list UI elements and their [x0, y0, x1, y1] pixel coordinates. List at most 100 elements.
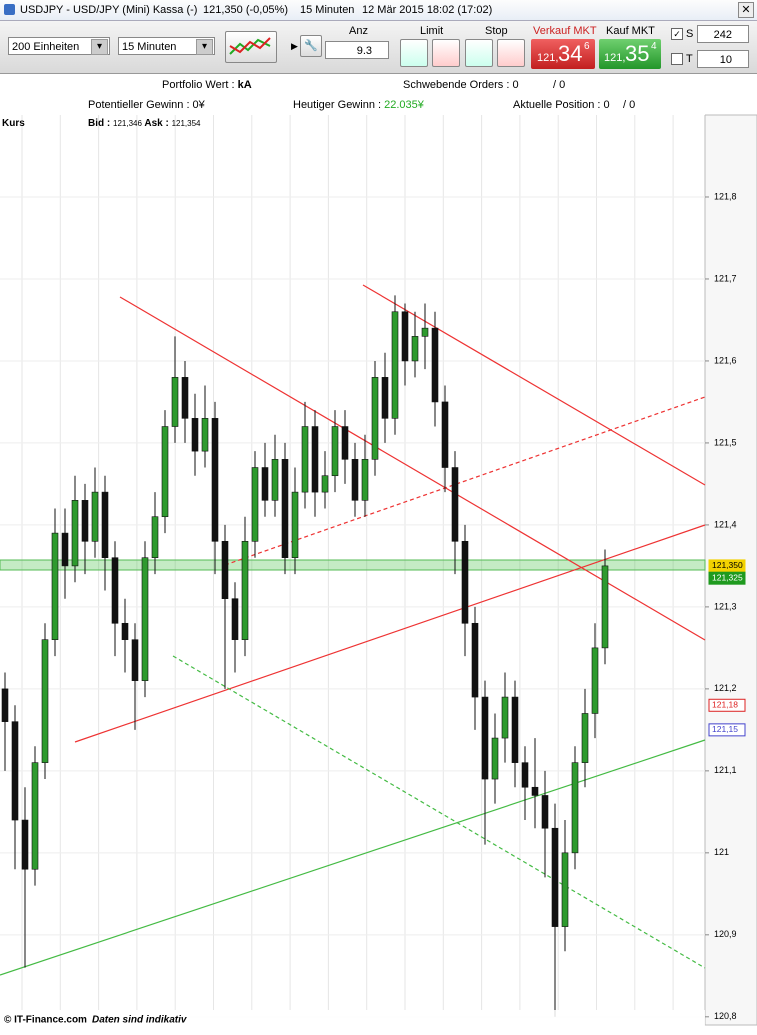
candle-body [211, 418, 219, 542]
copyright: © IT-Finance.com [4, 1015, 87, 1026]
y-tick-label: 121,6 [714, 355, 737, 365]
candle-body [371, 377, 379, 460]
today: Heutiger Gewinn : 22.035¥ [293, 99, 424, 111]
candle-body [551, 827, 559, 927]
bid: Bid : 121,346 Ask : 121,354 [88, 118, 201, 129]
sell-label: Verkauf MKT [533, 25, 597, 37]
candle-body [61, 532, 69, 567]
sell-small: 121, [537, 52, 559, 64]
y-tick-label: 121,8 [714, 191, 737, 201]
y-tick-label: 121,2 [714, 683, 737, 693]
candle-body [101, 491, 109, 559]
candle-body [261, 467, 269, 501]
candle-body [1, 688, 9, 722]
candle-body [41, 639, 49, 763]
candle-body [181, 377, 189, 419]
price-label-box [708, 723, 746, 737]
s-checkbox[interactable]: ✓ [671, 28, 683, 40]
anz-label: Anz [349, 25, 368, 37]
candle-body [591, 647, 599, 714]
candle-body [291, 491, 299, 559]
trend-line [0, 739, 706, 976]
window-interval: 15 Minuten [300, 4, 355, 16]
trend-line [362, 284, 706, 486]
y-tick-label: 121,3 [714, 601, 737, 611]
price-label: 121,15 [712, 724, 738, 734]
candle-body [471, 622, 479, 698]
today-value: 22.035¥ [384, 99, 424, 111]
candle-body [461, 541, 469, 624]
settings-button[interactable]: 🔧 [300, 35, 322, 57]
window-title: USDJPY - USD/JPY (Mini) Kassa (-) [20, 4, 198, 16]
stop-label: Stop [485, 25, 508, 37]
close-button[interactable]: ✕ [738, 2, 754, 18]
price-label-box [708, 571, 746, 585]
s-input[interactable]: 242 [697, 25, 749, 43]
candle-body [121, 622, 129, 640]
t-input[interactable]: 10 [697, 50, 749, 68]
price-zone [0, 559, 706, 571]
candle-body [411, 336, 419, 362]
sell-button[interactable]: 121, 34 6 [531, 39, 595, 69]
portfolio-value: kA [237, 79, 252, 91]
candle-body [381, 377, 389, 419]
candle-body [571, 762, 579, 854]
y-tick-label: 121,4 [714, 519, 737, 529]
candle-body [171, 377, 179, 427]
sell-sup: 6 [584, 41, 590, 52]
limit-sell[interactable] [432, 39, 460, 67]
candle-body [11, 721, 19, 821]
stop-buy[interactable] [465, 39, 493, 67]
candle-body [271, 459, 279, 501]
kurs: Kurs [2, 118, 25, 129]
candle-body [351, 459, 359, 501]
candle-body [161, 426, 169, 518]
candle-body [191, 418, 199, 452]
candle-body [311, 426, 319, 493]
candle-body [151, 516, 159, 559]
y-tick-label: 120,8 [714, 1011, 737, 1021]
potential: Potentieller Gewinn : 0¥ [88, 99, 205, 111]
position-slash: / 0 [623, 99, 636, 111]
info-panel: Portfolio Wert : kA Schwebende Orders : … [0, 75, 705, 115]
chart-type-button[interactable] [225, 31, 277, 63]
candle-body [361, 459, 369, 501]
bid-label: Bid : [88, 118, 113, 129]
candle-body [451, 467, 459, 542]
s-label: S [686, 28, 694, 40]
candle-body [111, 557, 119, 624]
candle-body [391, 311, 399, 419]
candle-body [231, 598, 239, 640]
candle-body [21, 819, 29, 870]
today-label: Heutiger Gewinn : [293, 99, 385, 111]
stop-sell[interactable] [497, 39, 525, 67]
anz-value: 9.3 [356, 45, 372, 57]
trend-line [74, 524, 706, 743]
candle-body [341, 426, 349, 460]
toolbar: 200 Einheiten 15 Minuten ▶ 🔧 Anz 9.3 Lim… [0, 21, 757, 74]
buy-big: 35 [625, 41, 650, 66]
footer-bg [0, 1010, 705, 1035]
ask-value: 121,354 [171, 119, 201, 128]
candle-body [491, 737, 499, 780]
candle-body [521, 762, 529, 788]
candle-body [131, 639, 139, 681]
arrow: ▶ [291, 41, 298, 51]
trend-lines [0, 284, 706, 976]
units-select[interactable]: 200 Einheiten [8, 37, 110, 55]
anz-input[interactable]: 9.3 [325, 41, 389, 59]
app-icon [4, 4, 15, 15]
candle-body [441, 401, 449, 468]
buy-button[interactable]: 121, 35 4 [599, 39, 661, 69]
pending-slash: / 0 [553, 79, 566, 91]
candle-body [531, 786, 539, 796]
axis: 120,8 120,9 121 121,1 121,2 121,3 121,4 121,5 12… [705, 191, 746, 1021]
note: Daten sind indikativ [92, 1015, 188, 1026]
t-checkbox[interactable] [671, 53, 683, 65]
bid-value: 121,346 [113, 119, 142, 128]
window-datetime: 12 Mär 2015 18:02 (17:02) [362, 4, 493, 16]
candle-body [321, 475, 329, 493]
timeframe-select[interactable]: 15 Minuten [118, 37, 215, 55]
limit-buy[interactable] [400, 39, 428, 67]
